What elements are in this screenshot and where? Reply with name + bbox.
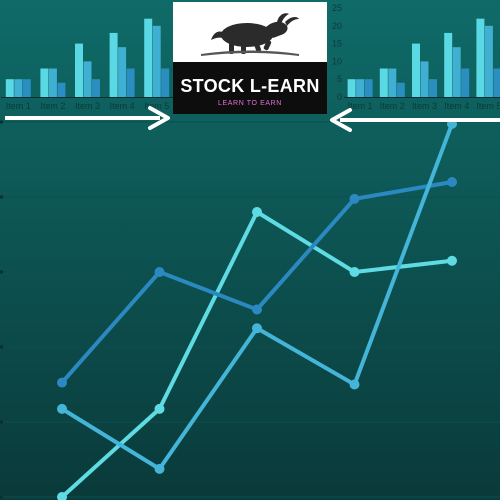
line-series-3-point bbox=[252, 323, 262, 334]
left-bar-chart-category-label: Item 3 bbox=[75, 101, 100, 111]
bull-icon bbox=[201, 13, 299, 56]
bar-chart-left: Item 1 Item 2 Item 3 Item 4 Item 5 bbox=[1, 18, 174, 111]
right-bar-chart-category-label: Item 2 bbox=[380, 101, 405, 111]
line-chart-y-tick-mark bbox=[0, 495, 3, 499]
left-bar-chart-bar bbox=[22, 79, 31, 97]
left-bar-chart-category-label: Item 5 bbox=[144, 101, 169, 111]
line-chart-y-tick-mark bbox=[0, 120, 3, 124]
right-bar-chart-y-tick: 5 bbox=[337, 74, 342, 84]
right-bar-chart-bar bbox=[476, 18, 485, 97]
left-arrow-icon bbox=[330, 108, 352, 132]
left-bar-chart-bar bbox=[5, 79, 14, 97]
line-series-1-point bbox=[252, 207, 262, 217]
line-series-3-point bbox=[57, 403, 67, 414]
line-series-1-point bbox=[57, 492, 67, 500]
left-bar-chart-bar bbox=[14, 79, 23, 97]
right-bar-chart-bar bbox=[444, 32, 453, 97]
right-bar-chart-y-tick: 0 bbox=[337, 92, 342, 102]
right-bar-chart-bar bbox=[396, 82, 405, 97]
bar-chart-right: 0 5 10 15 20 25 Item 1 Item 2 Item 3 Item 4 Item 5 bbox=[332, 3, 500, 111]
left-bar-chart-bar bbox=[109, 32, 118, 97]
left-bar-chart-bar bbox=[92, 79, 100, 97]
line-chart bbox=[0, 118, 500, 500]
right-bar-chart-bar bbox=[420, 61, 429, 97]
line-chart-y-tick-mark bbox=[0, 420, 3, 424]
logo-tagline: LEARN TO EARN bbox=[218, 100, 282, 107]
line-chart-y-tick-mark bbox=[0, 195, 3, 199]
line-chart-y-tick-mark bbox=[0, 345, 3, 349]
left-bar-chart-bar bbox=[126, 68, 135, 97]
line-series-2-point bbox=[57, 377, 67, 388]
right-bar-chart-y-tick: 25 bbox=[332, 3, 342, 13]
line-series-2-point bbox=[252, 304, 262, 315]
right-bar-chart-bar bbox=[347, 79, 356, 97]
left-bar-chart-bar bbox=[40, 68, 49, 97]
right-bar-chart-bar bbox=[493, 68, 500, 97]
right-bar-chart-category-label: Item 5 bbox=[476, 101, 500, 111]
right-bar-chart-y-tick: 10 bbox=[332, 56, 342, 66]
right-bar-chart-category-label: Item 1 bbox=[348, 101, 373, 111]
right-bar-chart-category-label: Item 4 bbox=[444, 101, 469, 111]
logo-card: STOCK L-EARN LEARN TO EARN bbox=[173, 2, 327, 114]
right-bar-chart-bar bbox=[379, 68, 388, 97]
right-bar-chart-bar bbox=[388, 68, 397, 97]
right-bar-chart-bar bbox=[356, 79, 365, 97]
line-series-1-point bbox=[349, 267, 360, 277]
left-bar-chart-bar bbox=[57, 82, 66, 97]
right-bar-chart-category-label: Item 3 bbox=[412, 101, 437, 111]
left-bar-chart-bar bbox=[83, 61, 92, 97]
line-series-2-point bbox=[154, 267, 165, 277]
right-bar-chart-bar bbox=[429, 79, 437, 97]
left-bar-chart-bar bbox=[75, 43, 83, 97]
line-chart-y-tick-mark bbox=[0, 270, 3, 274]
line-series-3-point bbox=[349, 379, 360, 390]
left-bar-chart-category-label: Item 1 bbox=[6, 101, 31, 111]
line-series-2-point bbox=[447, 177, 457, 187]
line-series-1-point bbox=[447, 255, 457, 266]
left-bar-chart-bar bbox=[118, 47, 127, 97]
left-bar-chart-bar bbox=[144, 18, 153, 97]
left-bar-chart-bar bbox=[48, 68, 57, 97]
left-bar-chart-bar bbox=[152, 25, 161, 97]
arrows bbox=[5, 106, 500, 132]
logo-band: STOCK L-EARN LEARN TO EARN bbox=[173, 62, 327, 114]
line-series-3-point bbox=[154, 463, 165, 474]
right-bar-chart-y-tick: 15 bbox=[332, 39, 342, 49]
right-bar-chart-bar bbox=[412, 43, 420, 97]
line-series-2-point bbox=[349, 193, 360, 204]
right-bar-chart-bar bbox=[364, 79, 373, 97]
logo-brand-text: STOCK L-EARN bbox=[180, 76, 320, 96]
left-bar-chart-category-label: Item 2 bbox=[40, 101, 65, 111]
right-bar-chart-bar bbox=[461, 68, 470, 97]
left-bar-chart-bar bbox=[161, 68, 170, 97]
right-arrow-icon bbox=[148, 106, 170, 130]
right-bar-chart-y-tick: 20 bbox=[332, 21, 342, 31]
left-bar-chart-category-label: Item 4 bbox=[110, 101, 135, 111]
line-series-1-point bbox=[154, 403, 165, 414]
right-bar-chart-bar bbox=[452, 47, 461, 97]
right-bar-chart-bar bbox=[484, 25, 493, 97]
